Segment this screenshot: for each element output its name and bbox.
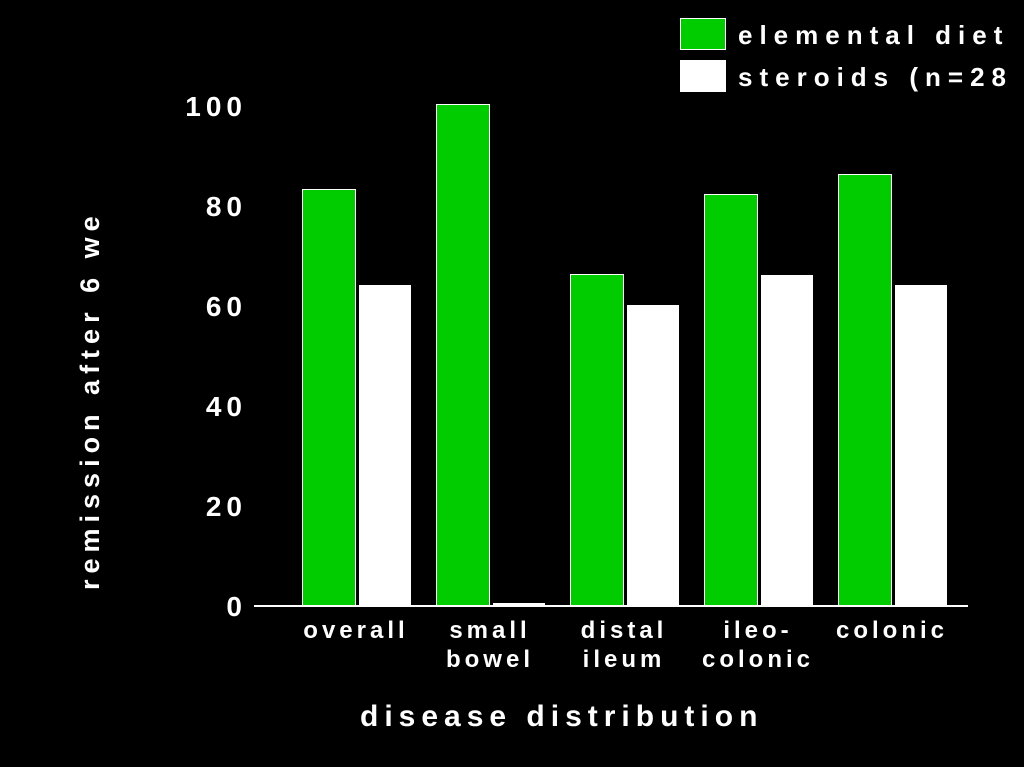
bar-steroids	[626, 304, 680, 605]
y-tick: 20	[152, 491, 247, 523]
bar-elemental	[570, 274, 624, 605]
bar-steroids	[894, 284, 948, 605]
bar-elemental	[704, 194, 758, 605]
y-tick: 100	[152, 91, 247, 123]
legend-swatch	[680, 18, 726, 50]
x-axis-baseline	[254, 605, 968, 607]
y-tick: 40	[152, 391, 247, 423]
y-tick: 0	[152, 591, 247, 623]
legend-label: elemental diet	[738, 20, 1009, 51]
legend-swatch	[680, 60, 726, 92]
y-tick: 80	[152, 191, 247, 223]
bar-elemental	[838, 174, 892, 605]
x-axis-title: disease distribution	[360, 700, 763, 734]
legend-label: steroids (n=28	[738, 62, 1013, 93]
category-label-line: colonic	[802, 617, 982, 646]
plot-area	[262, 80, 962, 605]
bar-elemental	[302, 189, 356, 605]
category-label-line: colonic	[668, 646, 848, 675]
bar-elemental	[436, 104, 490, 605]
bar-steroids	[760, 274, 814, 605]
y-axis-label: remission after 6 we	[75, 210, 106, 590]
category-label: colonic	[802, 617, 982, 646]
bar-steroids	[358, 284, 412, 605]
chart-root: remission after 6 we 020406080100 overal…	[0, 0, 1024, 767]
y-tick: 60	[152, 291, 247, 323]
